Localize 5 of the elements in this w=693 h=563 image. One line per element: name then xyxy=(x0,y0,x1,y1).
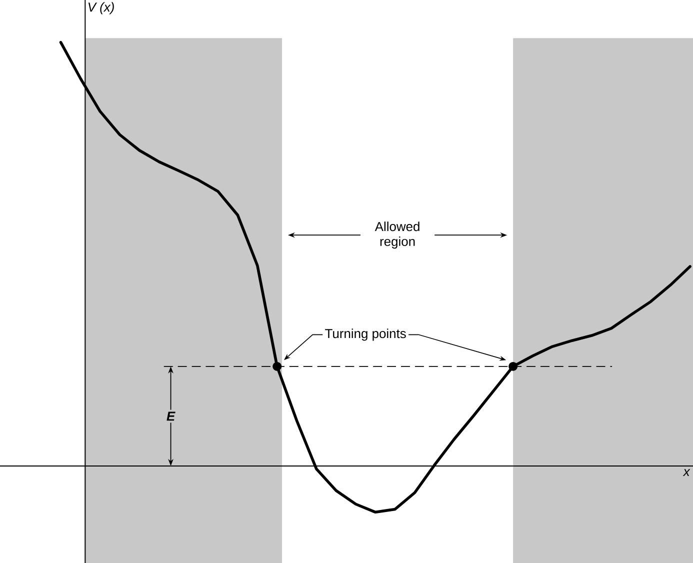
ref-line-label: E xyxy=(166,412,176,421)
annotation: Turning points xyxy=(325,328,406,341)
annotation: Allowed region xyxy=(374,222,420,249)
x-axis-title: x xyxy=(682,469,690,476)
y-axis-title: V (x) xyxy=(88,2,114,14)
